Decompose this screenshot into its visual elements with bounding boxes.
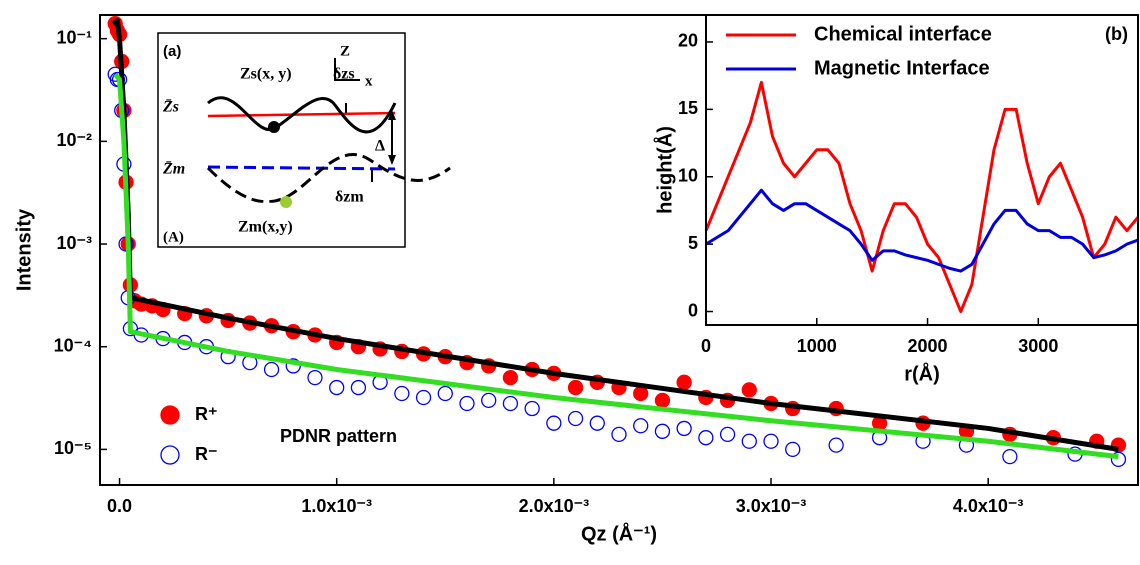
x-tick-label: 2.0x10⁻³ bbox=[519, 496, 590, 516]
data-point bbox=[698, 430, 714, 446]
legend-marker bbox=[160, 405, 180, 425]
x-axis-label: r(Å) bbox=[904, 361, 940, 385]
data-point bbox=[350, 379, 367, 396]
zs-bar-label: Z̄s bbox=[162, 97, 179, 115]
y-tick-label: 10⁻⁵ bbox=[54, 438, 92, 458]
data-point bbox=[828, 437, 844, 453]
y-tick-label: 10⁻⁴ bbox=[54, 335, 92, 355]
legend-marker bbox=[160, 445, 180, 465]
plot-frame bbox=[705, 14, 1139, 326]
legend-label: R⁻ bbox=[195, 444, 218, 464]
legend-label: Chemical interface bbox=[814, 23, 992, 45]
zm-point bbox=[280, 196, 292, 208]
series-line bbox=[705, 188, 1139, 273]
x-axis-label: x bbox=[365, 73, 373, 89]
diagram-caption: (A) bbox=[163, 229, 184, 245]
diagram-inset: (a) Zs(x, y) δzs Z x Z̄s Z̄m Δ δzm Zm(x,… bbox=[157, 32, 450, 248]
delta-label: Δ bbox=[375, 138, 385, 155]
data-point bbox=[654, 392, 671, 409]
y-tick-label: 15 bbox=[678, 98, 698, 118]
data-point bbox=[676, 420, 692, 437]
x-tick-label: 0.0 bbox=[107, 496, 132, 516]
data-point bbox=[654, 423, 671, 439]
diagram-frame bbox=[157, 32, 406, 248]
data-point bbox=[611, 426, 627, 443]
data-point bbox=[741, 382, 757, 398]
fit-line bbox=[111, 18, 1119, 452]
fit-line bbox=[113, 72, 1119, 460]
zs-label: Zs(x, y) bbox=[240, 66, 292, 83]
dzm-label: δzm bbox=[335, 189, 364, 206]
zs-mean-line bbox=[207, 111, 396, 118]
y-tick-label: 0 bbox=[688, 300, 698, 320]
diagram-panel-label: (a) bbox=[163, 43, 181, 60]
data-point bbox=[589, 415, 605, 431]
data-point bbox=[1002, 448, 1018, 465]
data-point bbox=[394, 385, 410, 402]
zm-mean-line bbox=[207, 165, 396, 171]
data-point bbox=[502, 369, 519, 386]
zs-point bbox=[268, 121, 280, 133]
data-point bbox=[719, 426, 736, 443]
data-point bbox=[437, 385, 453, 402]
legend-label: R⁺ bbox=[195, 404, 218, 424]
data-point bbox=[741, 433, 757, 449]
annotation: PDNR pattern bbox=[280, 426, 397, 446]
y-tick-label: 10⁻² bbox=[56, 130, 92, 150]
x-tick-label: 1000 bbox=[797, 336, 837, 356]
dzs-label: δzs bbox=[333, 66, 355, 83]
data-point bbox=[1110, 451, 1127, 467]
x-tick-label: 1.0x10⁻³ bbox=[301, 496, 372, 516]
data-point bbox=[481, 392, 497, 409]
y-tick-label: 10⁻¹ bbox=[56, 27, 92, 47]
z-axis-label: Z bbox=[340, 43, 350, 59]
y-tick-label: 20 bbox=[678, 31, 698, 51]
data-point bbox=[785, 441, 801, 458]
y-tick-label: 10⁻³ bbox=[56, 233, 92, 253]
y-tick-label: 10 bbox=[678, 165, 698, 185]
data-point bbox=[263, 361, 280, 378]
x-tick-label: 3000 bbox=[1018, 336, 1058, 356]
data-point bbox=[676, 374, 692, 390]
y-axis-label: height(Å) bbox=[652, 126, 676, 214]
x-tick-label: 0 bbox=[701, 336, 711, 356]
data-point bbox=[329, 379, 345, 396]
data-point bbox=[459, 395, 475, 412]
x-axis-label: Qz (Å⁻¹) bbox=[581, 521, 657, 545]
data-point bbox=[567, 410, 584, 427]
axes-glyph bbox=[334, 58, 360, 81]
zm-bar-label: Z̄m bbox=[162, 159, 185, 177]
panel-label: (b) bbox=[1105, 24, 1128, 44]
series-line bbox=[704, 80, 1140, 314]
y-axis-label: Intensity bbox=[13, 208, 35, 291]
x-tick-label: 3.0x10⁻³ bbox=[736, 496, 807, 516]
data-point bbox=[502, 395, 519, 412]
data-point bbox=[415, 389, 432, 406]
data-point bbox=[633, 418, 649, 434]
data-point bbox=[546, 415, 562, 431]
y-tick-label: 5 bbox=[688, 233, 698, 253]
inset-background bbox=[706, 15, 1138, 325]
data-point bbox=[567, 379, 584, 396]
data-point bbox=[633, 385, 649, 402]
x-tick-label: 4.0x10⁻³ bbox=[953, 496, 1024, 516]
zm-label: Zm(x,y) bbox=[238, 219, 293, 236]
x-tick-label: 2000 bbox=[908, 336, 948, 356]
data-point bbox=[763, 433, 779, 449]
legend-label: Magnetic Interface bbox=[814, 57, 990, 79]
data-point bbox=[524, 400, 540, 417]
data-point bbox=[307, 369, 323, 386]
zs-surface bbox=[207, 96, 397, 134]
